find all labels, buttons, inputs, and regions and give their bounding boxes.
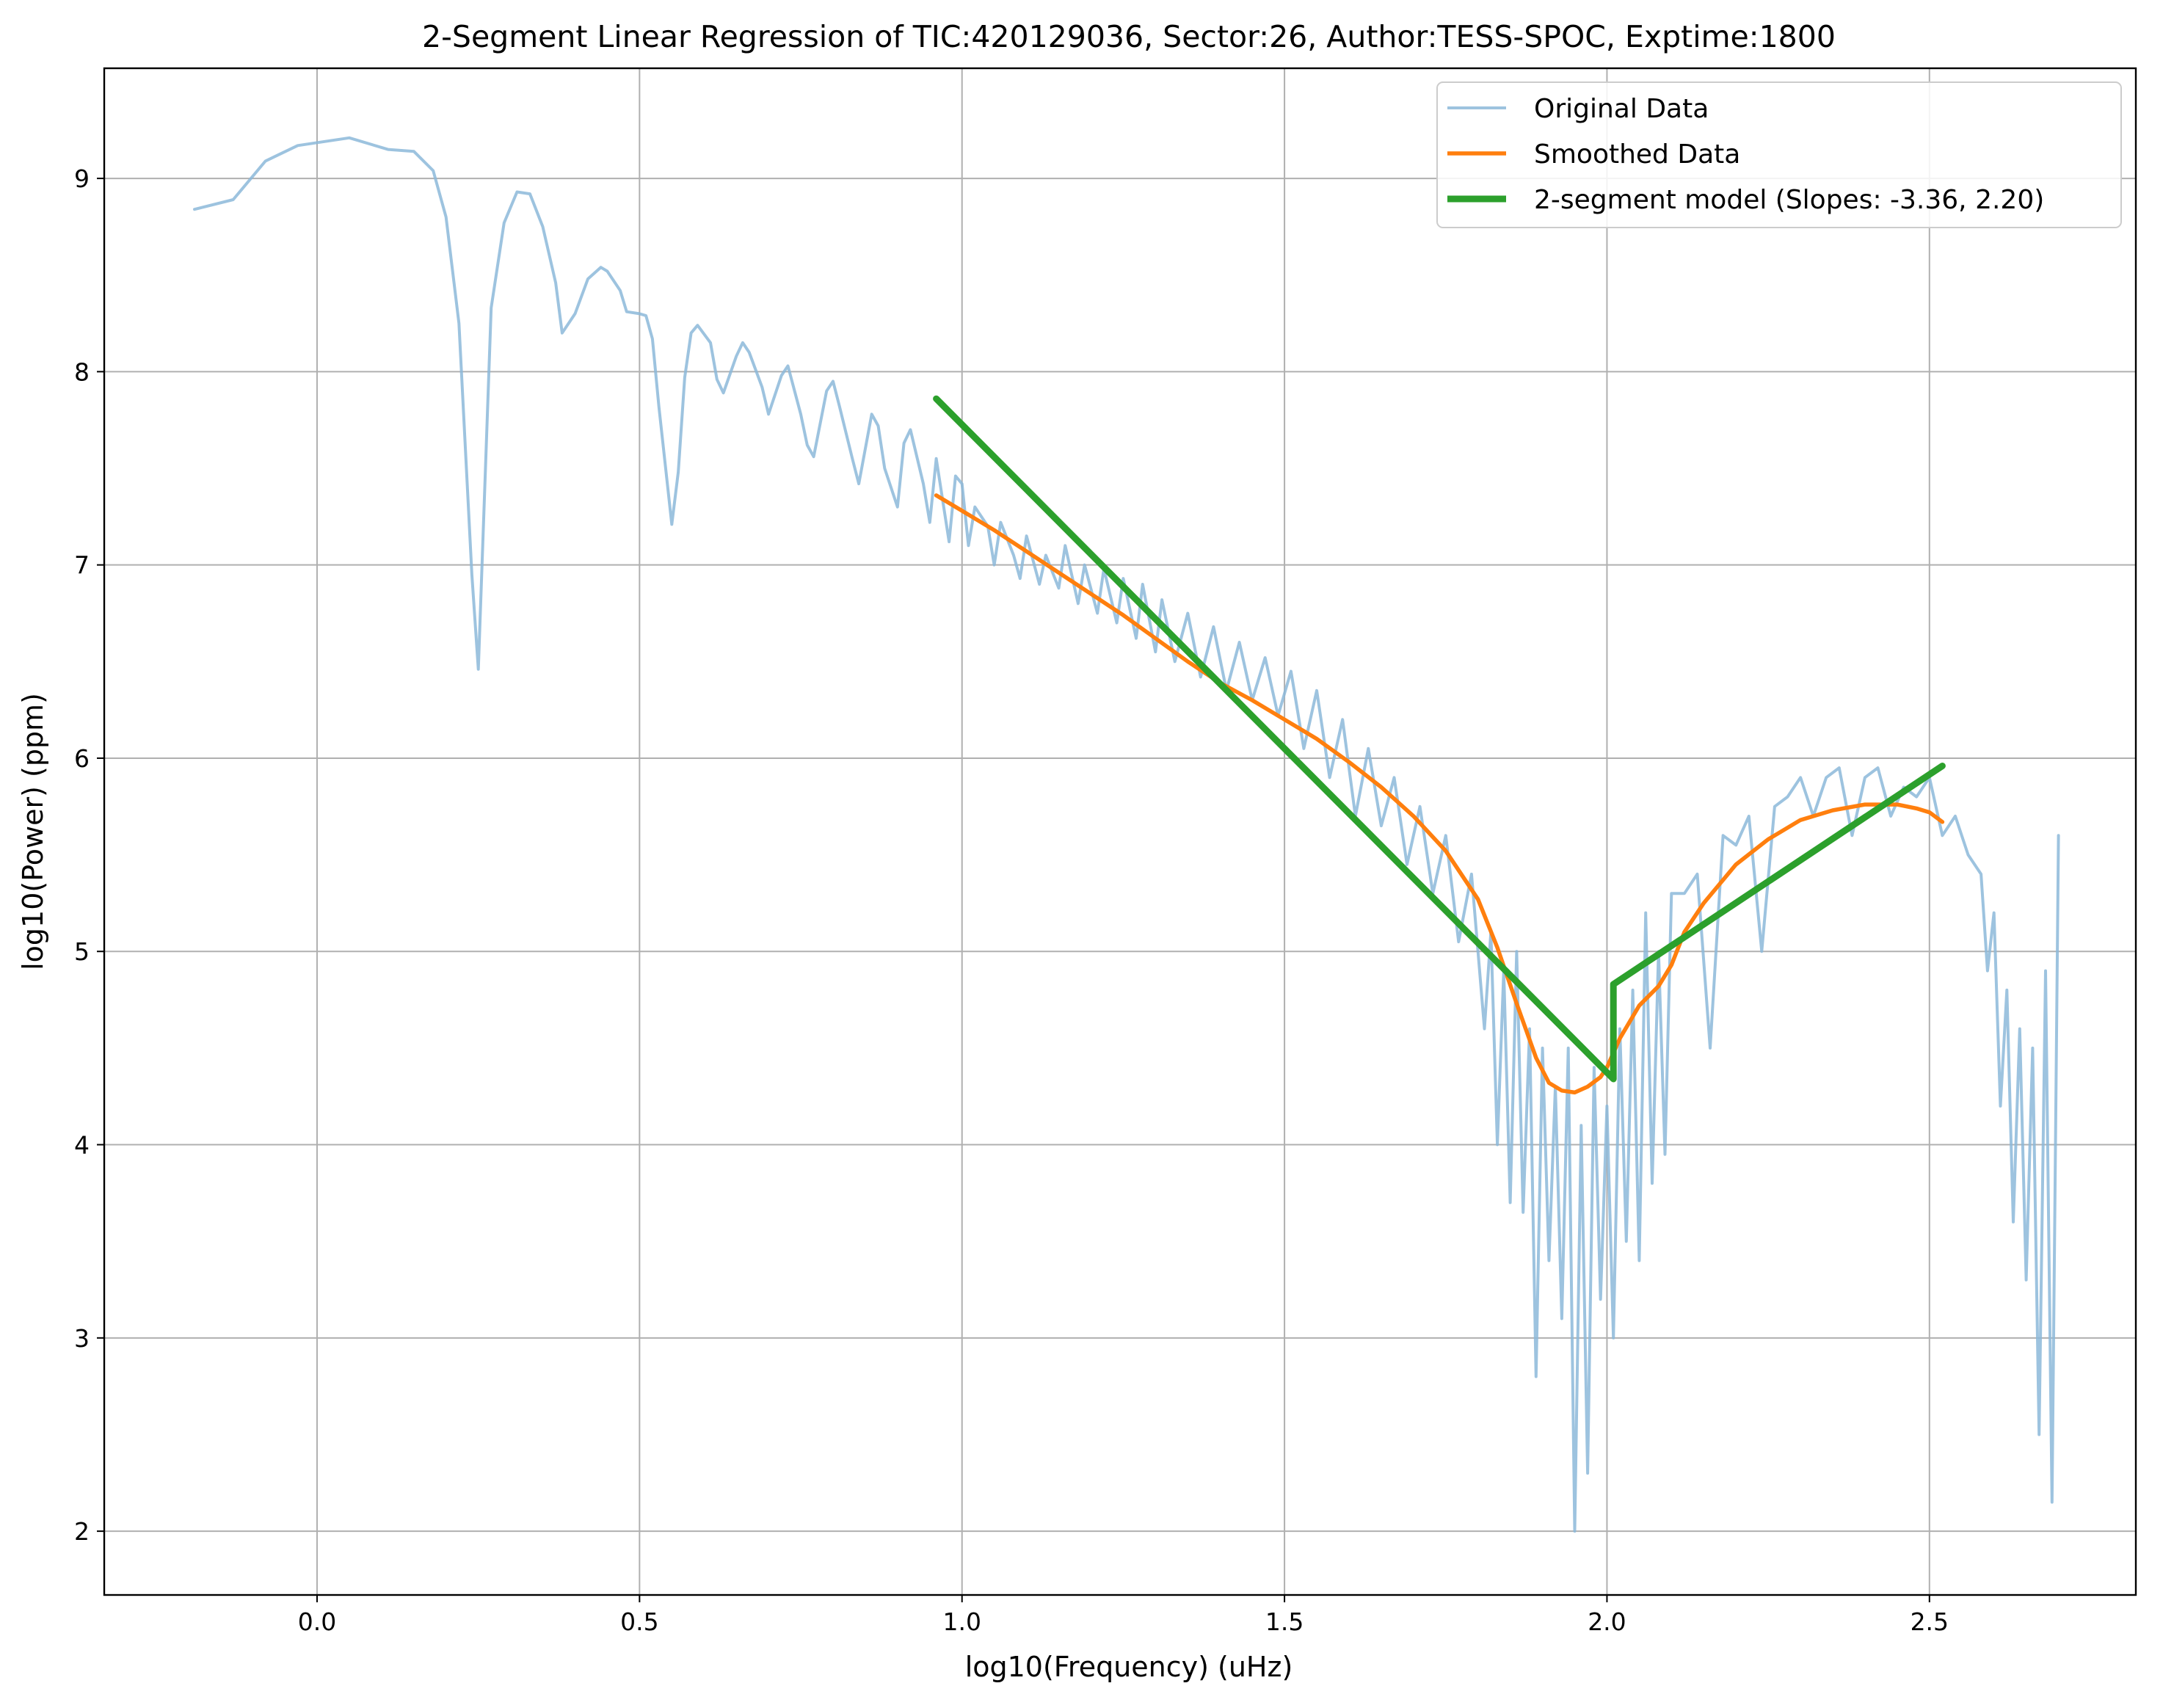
y-tick-label: 9	[74, 164, 90, 193]
x-tick-label: 0.5	[620, 1607, 658, 1636]
y-axis-ticks: 2 3 4 5 6 7 8 9	[74, 164, 104, 1546]
y-tick-label: 8	[74, 357, 90, 386]
x-tick-label: 1.5	[1265, 1607, 1304, 1636]
plot-series	[193, 136, 2060, 1533]
original-data-line	[193, 136, 2060, 1533]
x-tick-label: 1.0	[942, 1607, 981, 1636]
two-segment-model-line	[933, 395, 1946, 1083]
legend-entry-label: 2-segment model (Slopes: -3.36, 2.20)	[1534, 185, 2044, 215]
y-tick-label: 6	[74, 744, 90, 773]
y-tick-label: 3	[74, 1324, 90, 1353]
x-axis-label: log10(Frequency) (uHz)	[965, 1651, 1293, 1683]
y-tick-label: 4	[74, 1131, 90, 1160]
legend: Original Data Smoothed Data 2-segment mode…	[1436, 81, 2122, 228]
legend-entry-label: Smoothed Data	[1534, 139, 1740, 170]
x-tick-label: 0.0	[298, 1607, 336, 1636]
legend-box	[1436, 81, 2122, 228]
y-tick-label: 2	[74, 1517, 90, 1546]
y-tick-label: 5	[74, 937, 90, 966]
x-axis-ticks: 0.0 0.5 1.0 1.5 2.0 2.5	[298, 1595, 1949, 1636]
y-axis-label: log10(Power) (ppm)	[17, 693, 49, 970]
x-tick-label: 2.0	[1588, 1607, 1626, 1636]
chart-title: 2-Segment Linear Regression of TIC:42012…	[422, 19, 1836, 54]
smoothed-data-line	[934, 493, 1945, 1095]
y-tick-label: 7	[74, 551, 90, 580]
plot-frame	[103, 67, 2137, 1596]
x-tick-label: 2.5	[1911, 1607, 1949, 1636]
legend-entry-label: Original Data	[1534, 94, 1709, 124]
